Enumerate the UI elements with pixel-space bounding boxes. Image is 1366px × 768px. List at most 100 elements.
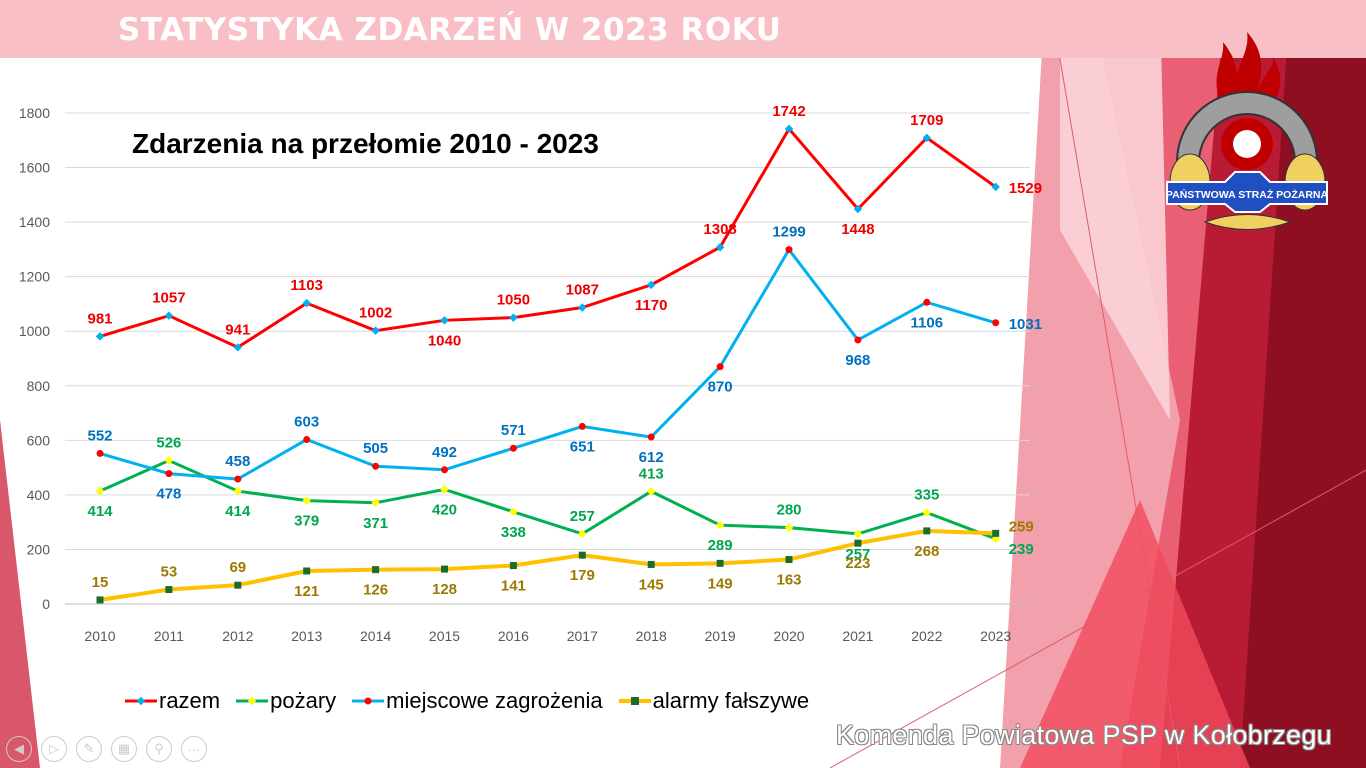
data-point xyxy=(784,523,794,532)
data-label: 1002 xyxy=(359,305,392,322)
x-tick-label: 2017 xyxy=(567,628,598,644)
data-label: 15 xyxy=(92,574,109,591)
data-point xyxy=(509,507,518,517)
chart-legend: razem pożary miejscowe zagrożenia alarmy… xyxy=(125,688,809,714)
data-point xyxy=(647,433,655,441)
data-label: 149 xyxy=(708,575,733,592)
y-tick-label: 200 xyxy=(27,541,51,557)
data-label: 1106 xyxy=(911,314,944,331)
data-point xyxy=(96,449,104,457)
data-point xyxy=(95,332,105,341)
data-label: 603 xyxy=(294,414,319,431)
data-point xyxy=(440,485,449,494)
data-label: 335 xyxy=(914,487,939,504)
data-label: 121 xyxy=(294,583,319,600)
data-point xyxy=(371,326,380,335)
x-tick-label: 2021 xyxy=(842,628,873,644)
y-tick-label: 600 xyxy=(27,432,51,448)
data-point xyxy=(371,498,380,508)
data-point xyxy=(922,508,932,517)
legend-item-miejscowe: miejscowe zagrożenia xyxy=(352,688,603,714)
data-point xyxy=(992,529,1000,537)
psp-logo-icon: PAŃSTWOWA STRAŻ POŻARNA xyxy=(1166,32,1328,230)
data-label: 968 xyxy=(845,352,870,369)
header-band xyxy=(0,0,1366,58)
x-tick-label: 2015 xyxy=(429,628,460,644)
x-tick-label: 2023 xyxy=(980,628,1011,644)
data-label: 280 xyxy=(776,502,801,519)
data-label: 526 xyxy=(156,435,181,452)
y-tick-label: 1400 xyxy=(19,214,50,230)
y-tick-label: 1600 xyxy=(19,160,50,176)
data-point xyxy=(715,520,725,530)
data-label: 53 xyxy=(161,564,178,581)
data-point xyxy=(441,466,448,474)
data-label: 1050 xyxy=(497,292,530,309)
data-point xyxy=(646,280,656,290)
data-point xyxy=(233,486,243,496)
slideshow-nav: ◀ ▷ ✎ ▦ ⚲ ··· xyxy=(6,736,207,762)
data-label: 870 xyxy=(708,379,733,396)
data-point xyxy=(96,596,104,604)
pen-icon[interactable]: ✎ xyxy=(76,736,102,762)
data-point xyxy=(578,529,587,539)
data-label: 1170 xyxy=(635,297,668,314)
data-point xyxy=(647,560,655,568)
data-point xyxy=(785,556,793,564)
legend-swatch xyxy=(125,696,157,706)
zoom-icon[interactable]: ⚲ xyxy=(146,736,172,762)
data-point xyxy=(509,562,517,570)
data-label: 1709 xyxy=(910,112,943,129)
x-tick-label: 2020 xyxy=(773,628,804,644)
previous-icon[interactable]: ◀ xyxy=(6,736,32,762)
y-tick-label: 1800 xyxy=(19,105,50,121)
data-point xyxy=(716,559,724,567)
data-point xyxy=(165,586,173,594)
data-label: 126 xyxy=(363,582,388,599)
data-label: 1087 xyxy=(566,281,599,298)
data-label: 1103 xyxy=(290,277,323,294)
legend-swatch xyxy=(618,697,651,705)
data-label: 239 xyxy=(1009,541,1034,558)
data-label: 257 xyxy=(845,546,870,563)
slides-icon[interactable]: ▦ xyxy=(111,736,137,762)
data-label: 1529 xyxy=(1009,180,1042,197)
x-tick-label: 2022 xyxy=(911,628,942,644)
data-point xyxy=(646,487,656,496)
data-label: 145 xyxy=(639,576,664,593)
legend-item-razem: razem xyxy=(125,688,220,714)
data-label: 257 xyxy=(570,508,595,525)
data-label: 941 xyxy=(225,321,250,338)
series-line-0 xyxy=(99,126,997,350)
data-point xyxy=(854,539,862,547)
data-label: 1031 xyxy=(1009,316,1042,333)
legend-label: pożary xyxy=(270,688,337,713)
series-line-1 xyxy=(99,458,997,541)
data-point xyxy=(854,336,862,344)
data-point xyxy=(509,313,518,322)
legend-label: miejscowe zagrożenia xyxy=(386,688,603,713)
data-label: 338 xyxy=(501,524,526,541)
next-icon[interactable]: ▷ xyxy=(41,736,67,762)
data-label: 259 xyxy=(1009,518,1034,535)
x-tick-label: 2013 xyxy=(291,628,322,644)
x-tick-label: 2010 xyxy=(84,628,115,644)
data-label: 1308 xyxy=(703,221,736,238)
data-point xyxy=(234,581,242,589)
data-point xyxy=(303,567,311,575)
y-tick-label: 400 xyxy=(27,487,51,503)
data-point xyxy=(923,527,931,535)
data-label: 414 xyxy=(87,503,113,520)
footer-text: Komenda Powiatowa PSP w Kołobrzegu xyxy=(836,720,1332,750)
y-tick-label: 0 xyxy=(42,596,50,612)
data-label: 458 xyxy=(225,453,250,470)
more-icon[interactable]: ··· xyxy=(181,736,207,762)
data-label: 1057 xyxy=(152,290,185,307)
data-point xyxy=(992,319,1000,327)
data-label: 492 xyxy=(432,444,457,461)
data-label: 552 xyxy=(87,427,112,444)
data-point xyxy=(95,486,105,496)
data-point xyxy=(853,529,863,539)
slide-title: STATYSTYKA ZDARZEŃ W 2023 ROKU xyxy=(118,12,782,48)
data-label: 223 xyxy=(845,555,870,572)
